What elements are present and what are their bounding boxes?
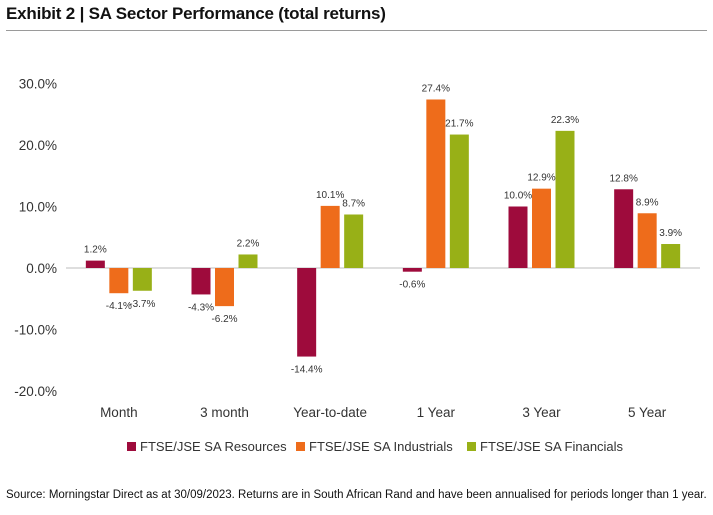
data-label: 1.2% xyxy=(84,245,107,256)
legend-swatch xyxy=(467,442,476,451)
legend-swatch xyxy=(127,442,136,451)
y-tick-label: 20.0% xyxy=(19,138,57,153)
title-divider xyxy=(6,30,707,31)
data-label: 21.7% xyxy=(445,119,473,130)
legend: FTSE/JSE SA Resources FTSE/JSE SA Industr… xyxy=(127,439,624,454)
bar xyxy=(215,268,234,307)
data-label: -0.6% xyxy=(399,280,425,291)
chart-title: Exhibit 2 | SA Sector Performance (total… xyxy=(6,4,386,23)
bar xyxy=(320,205,340,268)
data-label: -4.1% xyxy=(106,301,132,312)
bar xyxy=(614,189,634,268)
bar xyxy=(109,268,129,294)
data-label: 3.9% xyxy=(659,228,682,239)
bars-group xyxy=(85,99,681,357)
bar xyxy=(508,206,528,268)
source-footnote: Source: Morningstar Direct as at 30/09/2… xyxy=(6,489,707,501)
bar xyxy=(191,268,211,295)
y-tick-label: -10.0% xyxy=(14,323,57,338)
bar xyxy=(402,268,422,272)
y-tick-label: 30.0% xyxy=(19,77,57,92)
y-tick-label: -20.0% xyxy=(14,384,57,399)
x-axis: Month 3 month Year-to-date 1 Year 3 Year 5 Ye… xyxy=(66,267,700,420)
legend-label: FTSE/JSE SA Resources xyxy=(140,439,287,454)
bar xyxy=(661,244,681,268)
bar xyxy=(532,188,551,268)
x-tick-label: Year-to-date xyxy=(293,405,367,420)
legend-item: FTSE/JSE SA Financials xyxy=(467,439,624,454)
bar xyxy=(449,134,469,268)
legend-item: FTSE/JSE SA Resources xyxy=(127,439,287,454)
data-label: 22.3% xyxy=(551,115,579,126)
data-label: 8.9% xyxy=(636,197,659,208)
legend-label: FTSE/JSE SA Industrials xyxy=(309,439,453,454)
x-tick-label: 3 Year xyxy=(522,405,561,420)
bar-chart: 30.0% 20.0% 10.0% 0.0% -10.0% -20.0% Month 3 m… xyxy=(14,77,700,454)
bar xyxy=(238,254,258,268)
data-label: 12.8% xyxy=(609,173,637,184)
x-tick-label: 5 Year xyxy=(628,405,667,420)
x-tick-label: Month xyxy=(100,405,138,420)
data-label: 8.7% xyxy=(342,198,365,209)
y-tick-label: 10.0% xyxy=(19,200,57,215)
legend-item: FTSE/JSE SA Industrials xyxy=(296,439,453,454)
data-label: 12.9% xyxy=(527,173,555,184)
bar xyxy=(85,260,105,268)
data-label: -3.7% xyxy=(129,299,155,310)
x-tick-label: 1 Year xyxy=(417,405,456,420)
legend-label: FTSE/JSE SA Financials xyxy=(480,439,624,454)
bar xyxy=(297,268,317,357)
data-label: -4.3% xyxy=(188,302,214,313)
data-label: 27.4% xyxy=(422,83,450,94)
data-label: 2.2% xyxy=(237,238,260,249)
bar xyxy=(132,268,152,291)
x-tick-label: 3 month xyxy=(200,405,249,420)
bar xyxy=(555,130,575,268)
data-label: 10.1% xyxy=(316,190,344,201)
legend-swatch xyxy=(296,442,305,451)
bar xyxy=(344,214,364,268)
data-label: -6.2% xyxy=(211,314,237,325)
y-tick-label: 0.0% xyxy=(26,261,57,276)
data-label: 10.0% xyxy=(504,191,532,202)
bar xyxy=(426,99,446,269)
data-label: -14.4% xyxy=(291,365,323,376)
data-labels-group: 1.2%-4.1%-3.7% -4.3%-6.2%2.2%-14.4%10.1%8… xyxy=(84,83,682,375)
y-axis: 30.0% 20.0% 10.0% 0.0% -10.0% -20.0% xyxy=(14,77,57,400)
bar xyxy=(637,213,657,268)
